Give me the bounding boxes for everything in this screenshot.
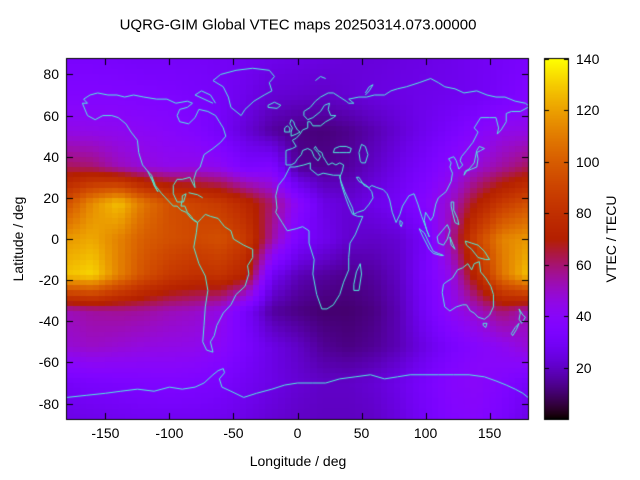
x-tick-label: -100 <box>155 425 184 441</box>
x-tick-label: 50 <box>353 425 370 441</box>
x-tick-label: -50 <box>223 425 244 441</box>
y-tick-label: 80 <box>43 66 59 83</box>
x-tick-label: 100 <box>413 425 438 441</box>
colorbar-tick-label: 140 <box>576 51 600 67</box>
colorbar-axis-label: VTEC / TECU <box>603 195 619 283</box>
x-tick-label: 0 <box>293 425 302 441</box>
y-tick-label: 40 <box>43 148 59 165</box>
colorbar-tick-label: 80 <box>576 205 592 222</box>
colorbar-tick-label: 120 <box>576 102 600 119</box>
y-tick-label: -20 <box>38 272 59 289</box>
y-tick-label: 0 <box>51 231 59 247</box>
x-tick-label: 150 <box>477 425 502 441</box>
y-tick-label: 60 <box>43 107 59 124</box>
colorbar-tick-label: 20 <box>576 359 592 376</box>
y-tick-label: 20 <box>43 189 59 206</box>
x-axis-label: Longitude / deg <box>249 453 347 469</box>
chart-title: UQRG-GIM Global VTEC maps 20250314.073.0… <box>119 16 477 34</box>
colorbar-tick-label: 100 <box>576 153 600 170</box>
y-tick-label: -80 <box>38 395 59 412</box>
y-tick-label: -40 <box>38 313 59 330</box>
colorbar-tick-label: 60 <box>576 256 592 273</box>
colorbar-tick-label: 40 <box>576 308 592 325</box>
y-tick-label: -60 <box>38 354 59 371</box>
x-tick-label: -150 <box>91 425 120 441</box>
